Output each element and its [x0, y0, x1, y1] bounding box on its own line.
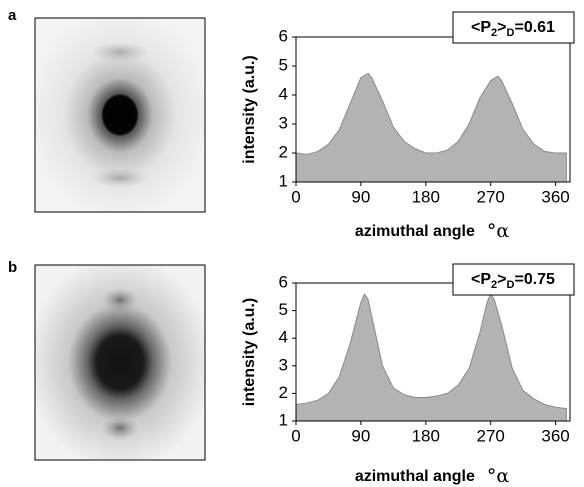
diffraction-image-b [34, 264, 206, 461]
y-tick-label: 2 [279, 383, 288, 402]
y-tick-label: 4 [279, 84, 288, 103]
area [295, 72, 567, 183]
x-axis-label: azimuthal angle °α [355, 220, 510, 242]
x-tick-label: 180 [412, 187, 440, 206]
plot-frame [295, 282, 571, 422]
annotation-subscript: D [507, 27, 515, 39]
annotation-value: =0.61 [514, 19, 555, 36]
x-tick-label: 360 [541, 187, 569, 206]
plot-frame [295, 36, 571, 183]
y-tick-label: 5 [279, 300, 288, 319]
y-tick-label: 3 [279, 355, 288, 374]
x-axis-label-text: azimuthal angle [355, 468, 475, 485]
x-tick-label: 180 [412, 426, 440, 445]
x-axis-label-text: azimuthal angle [355, 223, 475, 240]
x-tick-label: 90 [351, 426, 370, 445]
annotation-part: <P [471, 271, 491, 288]
annotation-part: > [497, 19, 506, 36]
x-tick-label: 360 [541, 426, 569, 445]
area [295, 292, 567, 422]
annotation-subscript: D [507, 279, 515, 291]
y-tick-label: 5 [279, 55, 288, 74]
y-tick-label: 3 [279, 113, 288, 132]
y-tick-label: 4 [279, 328, 288, 347]
diffraction-image-a [34, 17, 206, 213]
annotation-part: > [497, 271, 506, 288]
annotation-box [452, 11, 575, 44]
y-tick-label: 6 [279, 272, 288, 291]
x-tick-label: 90 [351, 187, 370, 206]
annotation-box [452, 263, 575, 296]
y-tick-label: 1 [279, 410, 288, 429]
chart: 1 2 3 4 5 6 0 90 180 270 360 intensity (a.u.) azimut… [8, 7, 575, 242]
annotation-part: <P [471, 19, 491, 36]
y-tick-label: 6 [279, 26, 288, 45]
y-axis-label: intensity (a.u.) [241, 55, 258, 163]
annotation-value: =0.75 [514, 271, 555, 288]
x-tick-label: 270 [476, 187, 504, 206]
x-tick-label: 270 [476, 426, 504, 445]
x-axis-unit: °α [487, 465, 510, 487]
y-tick-label: 2 [279, 142, 288, 161]
y-tick-label: 1 [279, 171, 288, 190]
annotation: <P2>D=0.61 [471, 19, 555, 39]
x-axis-label: azimuthal angle °α [355, 465, 510, 487]
annotation-subscript: 2 [491, 279, 497, 291]
annotation: <P2>D=0.75 [471, 271, 555, 291]
x-tick-label: 0 [291, 426, 300, 445]
panel-label: a [8, 7, 17, 24]
chart: 1 2 3 4 5 6 0 90 180 270 360 intensity (a.u.) azimut… [8, 259, 575, 487]
x-tick-label: 0 [291, 187, 300, 206]
panel-label: b [8, 259, 17, 276]
annotation-subscript: 2 [491, 27, 497, 39]
y-axis-label: intensity (a.u.) [241, 298, 258, 406]
x-axis-unit: °α [487, 220, 510, 242]
